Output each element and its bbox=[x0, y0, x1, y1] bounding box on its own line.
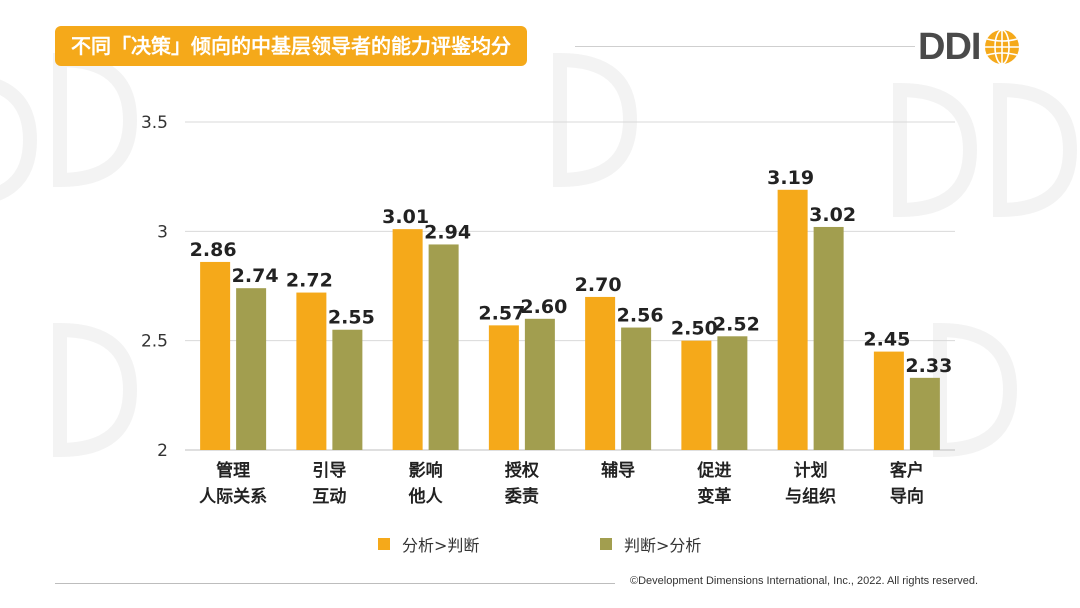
x-tick-label: 与组织 bbox=[785, 486, 836, 507]
data-label: 2.33 bbox=[905, 355, 952, 377]
x-tick-label: 委责 bbox=[504, 486, 539, 507]
data-label: 2.70 bbox=[575, 274, 622, 296]
bar bbox=[585, 296, 616, 450]
x-tick-label: 计划 bbox=[794, 460, 828, 481]
y-tick-label: 2.5 bbox=[141, 332, 168, 352]
x-tick-label: 导向 bbox=[890, 486, 924, 507]
y-tick-label: 3.5 bbox=[141, 113, 168, 133]
data-label: 2.86 bbox=[190, 239, 237, 261]
copyright-notice: ©Development Dimensions International, I… bbox=[630, 575, 979, 587]
bar bbox=[488, 325, 519, 450]
data-label: 2.45 bbox=[863, 329, 910, 351]
bar bbox=[524, 318, 555, 450]
data-label: 2.52 bbox=[713, 313, 760, 335]
legend-swatch-series2 bbox=[600, 538, 612, 550]
ddi-logo: DDI bbox=[918, 26, 1022, 68]
page-title: 不同「决策」倾向的中基层领导者的能力评鉴均分 bbox=[55, 26, 527, 66]
bar bbox=[200, 261, 231, 450]
y-tick-label: 3 bbox=[157, 222, 168, 242]
legend-label-series2: 判断>分析 bbox=[624, 536, 702, 555]
data-label: 2.94 bbox=[424, 221, 471, 243]
bar bbox=[873, 351, 904, 450]
data-label: 2.60 bbox=[520, 296, 567, 318]
x-tick-label: 管理 bbox=[216, 460, 250, 481]
data-label: 2.72 bbox=[286, 270, 333, 292]
data-label: 2.50 bbox=[671, 318, 718, 340]
bar bbox=[236, 288, 267, 450]
x-tick-label: 引导 bbox=[312, 461, 346, 481]
bar bbox=[909, 377, 940, 450]
bar bbox=[681, 340, 712, 450]
y-tick-label: 2 bbox=[157, 441, 168, 461]
bar bbox=[813, 226, 844, 450]
data-label: 2.74 bbox=[232, 265, 279, 287]
bar bbox=[392, 229, 423, 450]
data-label: 2.55 bbox=[328, 307, 375, 329]
bar bbox=[777, 189, 808, 450]
data-label: 3.19 bbox=[767, 167, 814, 189]
legend-label-series1: 分析>判断 bbox=[402, 536, 480, 555]
title-divider bbox=[575, 46, 915, 47]
legend-item-series1: 分析>判断 bbox=[378, 532, 479, 556]
logo-text: DDI bbox=[918, 25, 981, 68]
x-tick-label: 促进 bbox=[696, 460, 731, 481]
bar bbox=[332, 329, 363, 450]
bar bbox=[621, 327, 652, 450]
globe-icon bbox=[985, 29, 1020, 65]
bar bbox=[717, 336, 748, 450]
x-tick-label: 人际关系 bbox=[199, 486, 267, 507]
x-tick-label: 授权 bbox=[505, 460, 540, 481]
x-tick-label: 影响 bbox=[409, 460, 443, 481]
x-tick-label: 他人 bbox=[408, 486, 444, 507]
legend-swatch-series1 bbox=[378, 538, 390, 550]
data-label: 2.57 bbox=[478, 302, 525, 324]
data-label: 3.01 bbox=[382, 206, 429, 228]
bar bbox=[428, 244, 459, 450]
footer-divider bbox=[55, 583, 615, 584]
x-tick-label: 客户 bbox=[889, 460, 924, 481]
data-label: 2.56 bbox=[617, 305, 664, 327]
x-tick-label: 变革 bbox=[697, 486, 731, 507]
legend-item-series2: 判断>分析 bbox=[600, 532, 701, 556]
chart-legend: 分析>判断 判断>分析 bbox=[0, 532, 1080, 556]
x-tick-label: 辅导 bbox=[601, 460, 635, 481]
data-label: 3.02 bbox=[809, 204, 856, 226]
bar bbox=[296, 292, 327, 450]
x-tick-label: 互动 bbox=[312, 487, 346, 507]
